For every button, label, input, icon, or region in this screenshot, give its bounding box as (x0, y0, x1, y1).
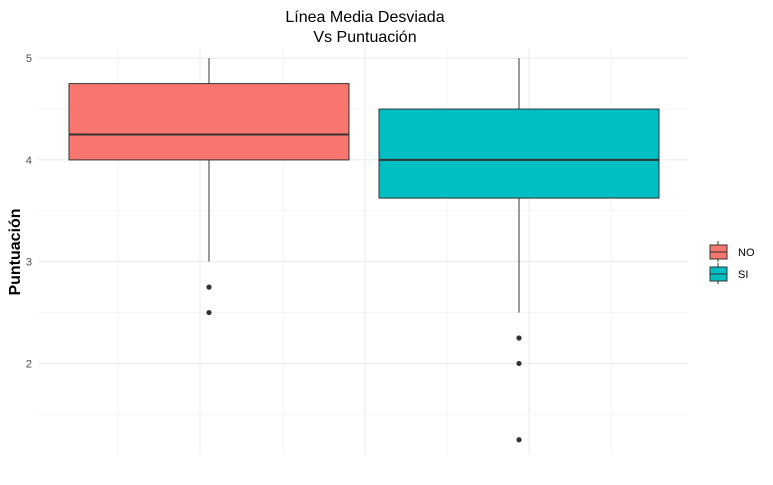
y-tick-label: 5 (26, 53, 32, 65)
box-iqr (378, 108, 660, 199)
boxes (68, 58, 660, 443)
y-axis-label: Puntuación (7, 208, 24, 295)
outlier-point (206, 284, 212, 290)
chart-title-line-1: Línea Media Desviada (285, 9, 444, 26)
outlier-point (516, 360, 522, 367)
y-tick-label: 3 (26, 257, 32, 269)
legend-item-si: SI (709, 263, 748, 284)
box-no (68, 58, 350, 316)
box-iqr (68, 83, 350, 161)
outlier-point (516, 437, 522, 443)
y-tick-label: 2 (26, 358, 32, 370)
box-si (378, 58, 660, 443)
y-tick-label: 4 (26, 155, 32, 167)
outlier-point (516, 335, 522, 341)
y-axis-ticks: 2 3 4 5 (26, 53, 32, 370)
legend-label: NO (738, 247, 755, 259)
chart-title-line-2: Vs Puntuación (313, 29, 416, 46)
legend-item-no: NO (709, 241, 755, 262)
legend-label: SI (738, 269, 748, 281)
outlier-point (206, 309, 212, 316)
legend: NO SI (709, 241, 755, 284)
